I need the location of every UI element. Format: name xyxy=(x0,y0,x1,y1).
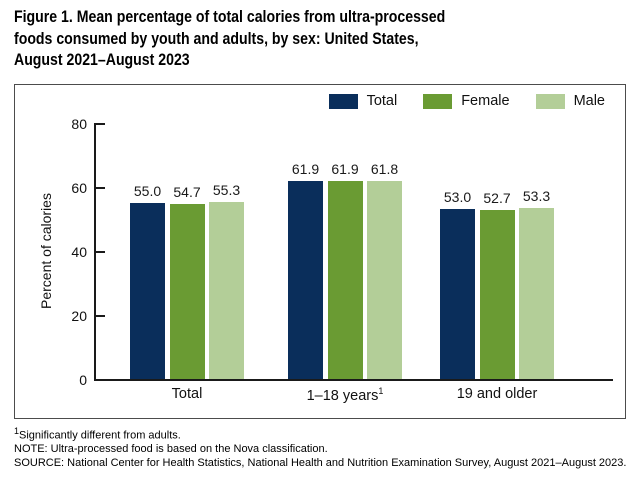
category-superscript: 1 xyxy=(378,386,384,396)
bar-female-group1 xyxy=(169,203,205,379)
bar-value-label: 61.8 xyxy=(370,161,399,178)
footnote-note: NOTE: Ultra-processed food is based on t… xyxy=(14,443,328,456)
legend-label: Total xyxy=(366,93,398,109)
figure-title-line-3: August 2021–August 2023 xyxy=(14,50,190,69)
legend-label: Female xyxy=(461,93,510,109)
y-axis-tick xyxy=(96,251,105,253)
legend-item-male: Male xyxy=(535,93,605,109)
x-axis-category-label: 19 and older xyxy=(456,386,538,402)
y-axis-line xyxy=(94,123,96,381)
legend-swatch-total xyxy=(328,93,358,109)
y-axis-tick-label: 20 xyxy=(71,308,87,324)
bar-male-group1 xyxy=(209,202,244,379)
figure-title-line-1: Figure 1. Mean percentage of total calor… xyxy=(14,7,446,26)
plot-area: 0 20 40 60 80 55.0 54.7 55.3 Total 61.9 61.9 61.8 1–… xyxy=(15,85,625,418)
bar-value-label: 54.7 xyxy=(173,183,201,200)
y-axis-tick-label: 60 xyxy=(71,180,87,196)
chart-legend: Total Female Male xyxy=(328,93,605,109)
legend-label: Male xyxy=(573,93,605,109)
bar-male-group3 xyxy=(519,208,554,379)
footnote-source: SOURCE: National Center for Health Stati… xyxy=(14,456,627,469)
footnote-significance: 1Significantly different from adults. xyxy=(14,425,626,443)
y-axis-tick-label: 0 xyxy=(79,372,87,388)
bar-female-group3 xyxy=(479,210,515,379)
chart-panel: Total Female Male Percent of calories 0 20 4… xyxy=(14,84,626,419)
bar-total-group2 xyxy=(288,180,323,379)
y-axis-tick xyxy=(96,123,105,125)
bar-total-group1 xyxy=(130,203,165,379)
bar-value-label: 53.3 xyxy=(522,188,551,205)
figure-title-line-2: foods consumed by youth and adults, by s… xyxy=(14,28,419,48)
bar-value-label: 61.9 xyxy=(331,160,359,177)
footnotes: 1Significantly different from adults. NO… xyxy=(14,425,626,470)
legend-swatch-female xyxy=(423,93,453,109)
footnote-superscript: 1 xyxy=(14,426,20,436)
bar-total-group3 xyxy=(440,209,475,379)
bar-value-label: 55.0 xyxy=(133,183,162,199)
x-axis-category-label: 1–18 years1 xyxy=(306,386,384,404)
x-axis-category-label: Total xyxy=(171,386,203,402)
bar-value-label: 52.7 xyxy=(483,190,511,207)
bar-value-label: 55.3 xyxy=(212,182,241,199)
y-axis-tick-label: 80 xyxy=(71,116,87,132)
y-axis-tick xyxy=(96,315,105,317)
y-axis-tick xyxy=(96,187,105,189)
footnote-significance-text: Significantly different from adults. xyxy=(19,429,181,442)
bar-value-label: 53.0 xyxy=(443,189,472,206)
bar-female-group2 xyxy=(327,180,363,379)
x-axis-line xyxy=(94,379,613,381)
legend-item-female: Female xyxy=(423,93,510,109)
legend-item-total: Total xyxy=(328,93,398,109)
y-axis-tick-label: 40 xyxy=(71,244,87,260)
legend-swatch-male xyxy=(535,93,565,109)
figure-title: Figure 1. Mean percentage of total calor… xyxy=(14,6,445,71)
bar-male-group2 xyxy=(367,181,402,379)
bar-value-label: 61.9 xyxy=(291,160,320,177)
